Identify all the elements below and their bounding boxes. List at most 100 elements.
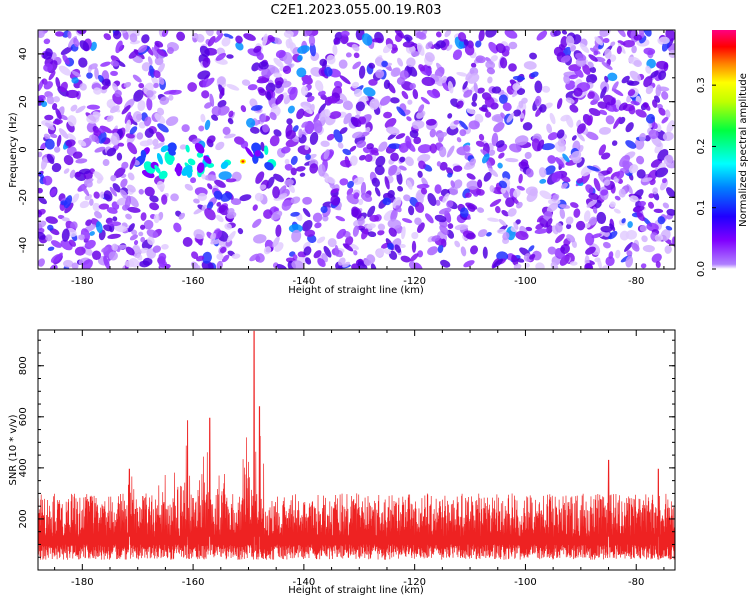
spectrogram-cell (486, 232, 492, 237)
spectrogram-cell (211, 114, 219, 121)
spectrogram-cell (94, 210, 103, 219)
spectrogram-cell (103, 256, 110, 269)
spectrogram-cell (499, 57, 508, 69)
spectrogram-cell (374, 186, 381, 197)
spectrogram-cell (471, 101, 477, 107)
spectrogram-cell (313, 250, 322, 259)
spectrogram-cell (64, 202, 74, 214)
spectrogram-cell (608, 230, 618, 240)
spectrogram-cell (575, 53, 587, 61)
spectrogram-cell (414, 201, 425, 213)
spectrogram-cell (518, 100, 524, 109)
spectrogram-cell (625, 140, 637, 149)
spectrogram-cell (547, 246, 557, 255)
spectrogram-cell (557, 139, 566, 147)
spectrogram-cell (215, 214, 224, 223)
spectrogram-cell (399, 243, 406, 249)
spectrogram-cell (361, 228, 369, 240)
spectrogram-cell (285, 130, 297, 140)
spectrogram-cell (214, 33, 224, 43)
spectrogram-cell (551, 171, 562, 183)
spectrogram-cell (314, 222, 322, 229)
spectrogram-cell (132, 245, 142, 259)
spectrogram-cell (43, 81, 54, 90)
spectrogram-cell (560, 55, 571, 63)
spectrogram-cell (576, 177, 584, 184)
spectrogram-cell (261, 68, 271, 79)
spectrogram-cell (187, 158, 196, 166)
spectrogram-cell (603, 179, 611, 186)
spectrogram-cell (58, 128, 69, 139)
spectrogram-cell (605, 256, 615, 267)
spectrogram-cell (615, 249, 621, 259)
spectrogram-cell (576, 132, 585, 142)
spectrogram-cell (156, 48, 168, 57)
spectrogram-cell (63, 259, 74, 268)
spectrogram-cell (664, 245, 672, 254)
spectrogram-cell (98, 203, 110, 210)
spectrogram-cell (114, 89, 122, 98)
spectrogram-cell (218, 171, 232, 181)
spectrogram-cell (61, 217, 70, 222)
spectrogram-cell (159, 96, 170, 105)
spectrogram-cell (469, 67, 479, 76)
spectrogram-cell (353, 250, 358, 256)
spectrogram-cell (561, 30, 568, 35)
spectrogram-cell (103, 190, 113, 202)
spectrogram-cell (642, 102, 649, 108)
spectrogram-cell (625, 255, 634, 268)
spectrogram-cell (267, 34, 276, 43)
spectrogram-cell (246, 118, 256, 128)
spectrogram-cell (369, 214, 380, 222)
spectrogram-cell (375, 69, 385, 79)
spectrogram-cell (291, 229, 302, 243)
spectrogram-cell (568, 74, 579, 80)
spectrogram-cell (555, 233, 565, 244)
spectrogram-cell (351, 81, 360, 89)
spectrogram-cell (156, 152, 163, 165)
spectrogram-cell (491, 86, 502, 94)
spectrogram-cell (543, 210, 553, 221)
spectrogram-cell (506, 112, 515, 123)
spectrogram-cell (605, 115, 615, 125)
spectrogram-cell (518, 173, 523, 184)
spectrogram-cell (427, 246, 439, 256)
spectrogram-cell (141, 34, 150, 44)
spectrogram-cell (593, 177, 601, 192)
spectrogram-cell (560, 114, 570, 122)
spectrogram-cell (273, 57, 284, 68)
spectrogram-cell (395, 205, 402, 213)
spectrogram-cell (202, 57, 211, 68)
spectrogram-cell (196, 33, 205, 43)
y-tick-label: 600 (18, 407, 29, 426)
spectrogram-cell (661, 116, 669, 124)
spectrogram-cell (144, 116, 152, 127)
spectrogram-cell (263, 145, 269, 156)
spectrogram-cell (152, 245, 161, 253)
spectrogram-cell (439, 161, 448, 171)
spectrogram-cell (227, 208, 235, 215)
spectrogram-cell (290, 196, 301, 204)
spectrogram-cell (124, 260, 135, 268)
spectrogram-cell (447, 223, 454, 229)
spectrogram-cell (144, 186, 155, 197)
spectrogram-cell (645, 65, 652, 74)
spectrogram-cell (583, 210, 591, 222)
spectrogram-cell (157, 63, 165, 74)
spectrogram-cell (211, 106, 222, 117)
spectrogram-cell (127, 184, 136, 193)
spectrogram-cell (146, 229, 159, 239)
spectrogram-cell (666, 208, 675, 216)
spectrogram-cell (417, 153, 431, 163)
spectrogram-cell (127, 206, 141, 213)
spectrogram-cell (55, 76, 61, 89)
spectrogram-cell (627, 80, 640, 86)
spectrogram-cell (92, 202, 101, 212)
spectrogram-cell (654, 95, 661, 103)
spectrogram-cell (353, 176, 365, 185)
spectrogram-cell (92, 250, 102, 261)
spectrogram-cell (650, 70, 659, 78)
spectrogram-cell (593, 50, 599, 56)
spectrogram-cell (297, 45, 310, 54)
spectrogram-cell (478, 107, 489, 113)
